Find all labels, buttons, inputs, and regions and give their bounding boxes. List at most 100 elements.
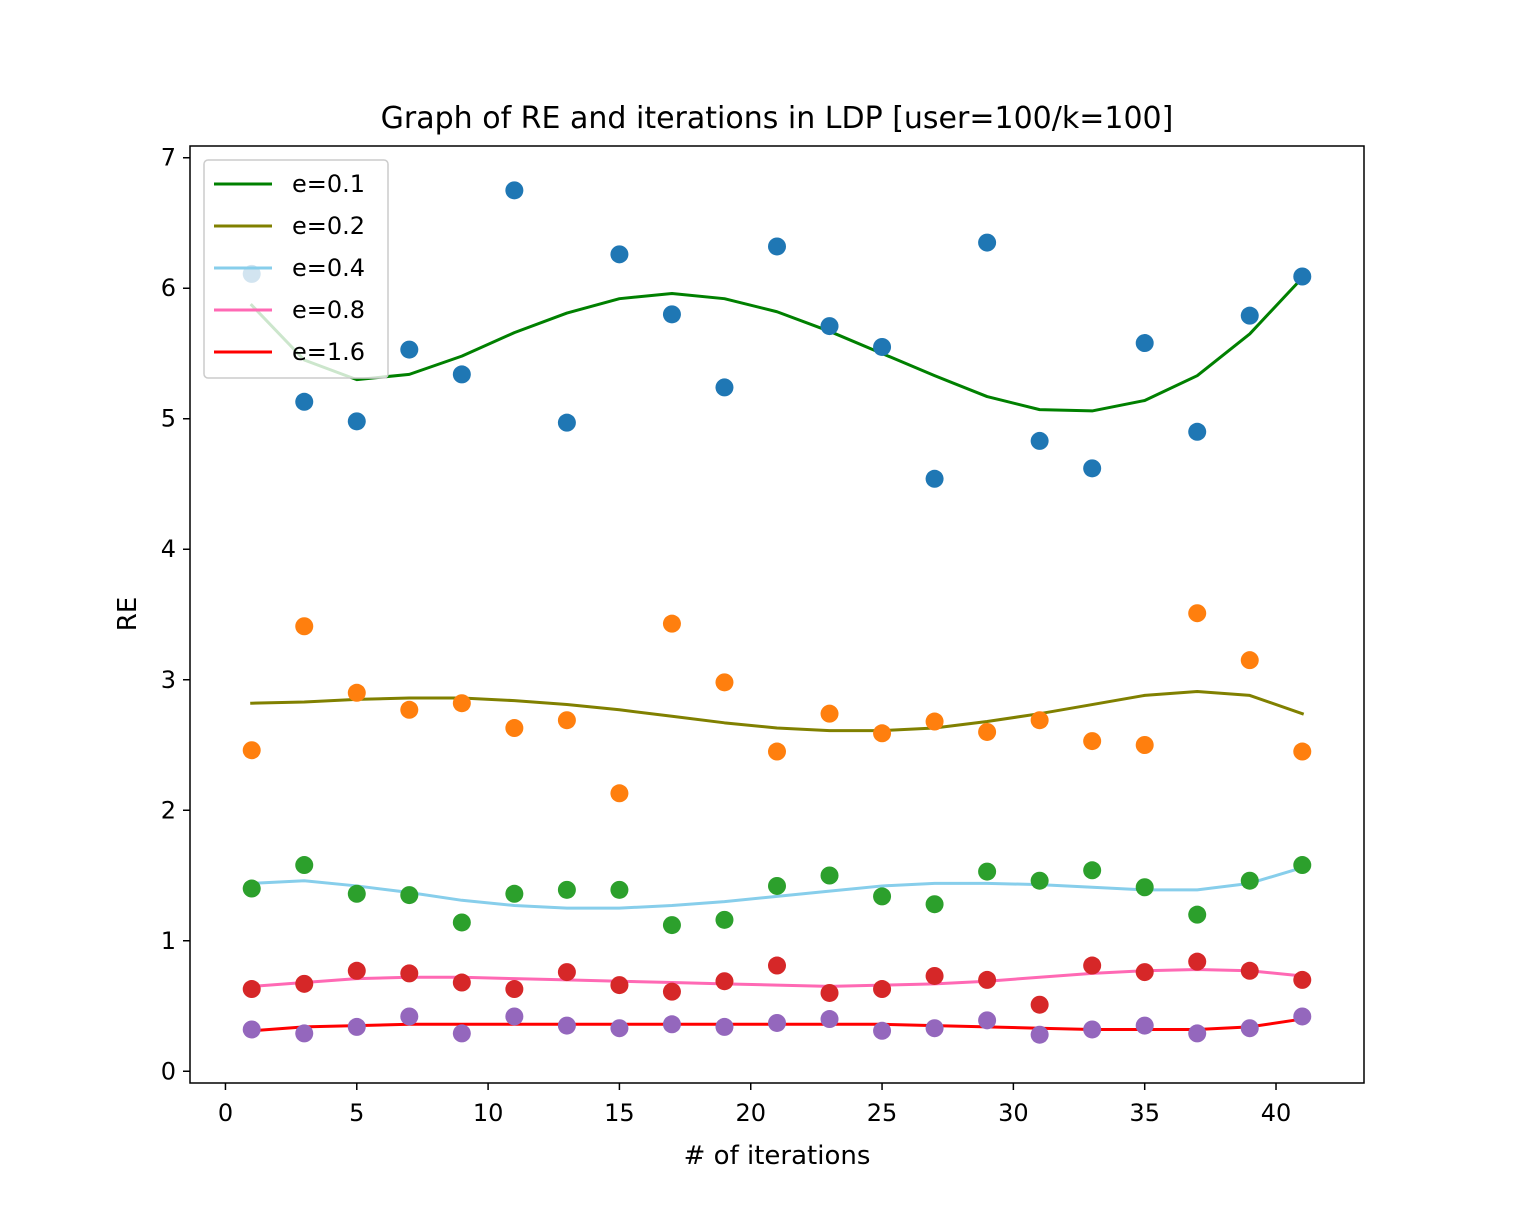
scatter-point-0-19: [1240, 306, 1259, 325]
scatter-point-2-4: [452, 913, 471, 932]
scatter-point-3-11: [820, 983, 839, 1002]
series-line-3: [250, 967, 1304, 989]
scatter-point-3-19: [1240, 961, 1259, 980]
scatter-point-1-12: [873, 724, 892, 743]
scatter-point-4-2: [347, 1017, 366, 1036]
scatter-point-0-20: [1293, 267, 1312, 286]
scatter-point-4-19: [1240, 1019, 1259, 1038]
scatter-point-2-0: [242, 879, 261, 898]
scatter-point-3-16: [1083, 956, 1102, 975]
scatter-point-2-12: [873, 887, 892, 906]
scatter-point-4-11: [820, 1010, 839, 1029]
scatter-point-2-13: [925, 895, 944, 914]
scatter-point-1-11: [820, 704, 839, 723]
scatter-point-0-2: [347, 412, 366, 431]
scatter-point-4-12: [873, 1021, 892, 1040]
scatter-point-0-8: [662, 305, 681, 324]
scatter-point-0-11: [820, 317, 839, 336]
scatter-point-1-5: [505, 719, 524, 738]
scatter-point-1-10: [768, 742, 786, 761]
scatter-point-0-18: [1188, 422, 1207, 441]
scatter-point-0-12: [873, 337, 892, 356]
scatter-point-3-18: [1188, 952, 1207, 971]
x-tick-label: 5: [349, 1099, 364, 1127]
scatter-point-4-7: [610, 1019, 629, 1038]
series-line-2: [250, 865, 1305, 910]
x-tick-label: 10: [473, 1099, 504, 1127]
scatter-point-4-14: [978, 1011, 997, 1030]
scatter-point-1-15: [1030, 711, 1049, 730]
scatter-point-3-20: [1293, 970, 1312, 989]
chart-title: Graph of RE and iterations in LDP [user=…: [381, 101, 1174, 136]
scatter-point-3-10: [768, 956, 786, 975]
legend: e=0.1 e=0.2 e=0.4 e=0.8 e=1.6: [203, 159, 389, 379]
y-tick-label: 3: [161, 666, 176, 694]
scatter-point-4-6: [557, 1016, 576, 1035]
scatter-point-0-7: [610, 245, 629, 264]
scatter-point-0-9: [715, 378, 734, 397]
y-axis-ticks: 0 1 2 3 4 5 6 7: [161, 144, 190, 1085]
scatter-point-1-4: [452, 694, 471, 713]
x-tick-label: 30: [998, 1099, 1029, 1127]
scatter-point-3-8: [662, 982, 681, 1001]
scatter-point-3-3: [400, 964, 419, 983]
scatter-point-4-9: [715, 1017, 734, 1036]
scatter-point-1-16: [1083, 732, 1102, 751]
scatter-point-2-9: [715, 910, 734, 929]
scatter-point-1-3: [400, 700, 419, 719]
scatter-point-3-12: [873, 980, 892, 999]
scatter-point-2-16: [1083, 861, 1102, 880]
scatter-point-1-17: [1135, 736, 1154, 754]
scatter-point-4-5: [505, 1007, 524, 1026]
scatter-point-1-9: [715, 673, 734, 692]
scatter-point-0-4: [452, 365, 471, 384]
y-axis-label: RE: [113, 597, 143, 632]
x-tick-label: 15: [604, 1099, 635, 1127]
y-tick-label: 7: [161, 144, 176, 172]
scatter-point-0-5: [505, 181, 524, 200]
scatter-point-4-13: [925, 1019, 944, 1038]
x-tick-label: 20: [735, 1099, 766, 1127]
scatter-point-0-13: [925, 469, 944, 488]
scatter-point-2-6: [557, 880, 576, 899]
scatter-point-2-10: [768, 876, 786, 895]
scatter-point-0-14: [978, 233, 997, 252]
x-tick-label: 0: [218, 1099, 233, 1127]
scatter-point-3-15: [1030, 995, 1049, 1014]
y-tick-label: 2: [161, 796, 176, 824]
scatter-point-1-20: [1293, 742, 1312, 761]
scatter-point-4-18: [1188, 1024, 1207, 1043]
scatter-point-0-1: [295, 392, 314, 411]
scatter-point-3-2: [347, 961, 366, 980]
scatter-point-2-17: [1135, 878, 1154, 897]
scatter-point-1-13: [925, 712, 944, 731]
scatter-point-4-16: [1083, 1020, 1102, 1039]
scatter-point-3-6: [557, 963, 576, 982]
scatter-point-3-13: [925, 966, 944, 985]
scatter-point-2-7: [610, 880, 629, 899]
y-tick-label: 4: [161, 535, 176, 563]
scatter-point-2-20: [1293, 856, 1312, 875]
scatter-point-4-3: [400, 1007, 419, 1026]
scatter-point-1-14: [978, 722, 997, 741]
scatter-point-2-11: [820, 866, 839, 885]
scatter-point-2-8: [662, 916, 681, 935]
y-tick-label: 0: [161, 1057, 176, 1085]
scatter-point-1-6: [557, 711, 576, 730]
scatter-point-4-20: [1293, 1007, 1312, 1026]
legend-label-1: e=0.2: [292, 212, 365, 240]
scatter-point-1-7: [610, 784, 629, 803]
x-tick-label: 35: [1129, 1099, 1160, 1127]
scatter-point-4-15: [1030, 1025, 1049, 1044]
scatter-point-0-10: [768, 237, 786, 256]
y-tick-label: 5: [161, 405, 176, 433]
scatter-point-2-15: [1030, 871, 1049, 890]
legend-label-2: e=0.4: [292, 254, 365, 282]
scatter-point-3-4: [452, 973, 471, 992]
x-axis-label: # of iterations: [684, 1141, 871, 1171]
scatter-point-0-17: [1135, 334, 1154, 353]
scatter-point-1-18: [1188, 604, 1207, 623]
scatter-point-4-4: [452, 1024, 471, 1043]
series-line-0: [249, 275, 1305, 413]
